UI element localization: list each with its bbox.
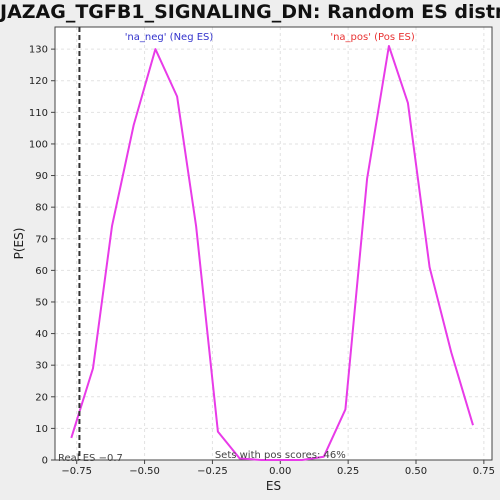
x-axis-title: ES <box>266 479 281 493</box>
x-tick-label: 0.75 <box>473 466 495 477</box>
x-tick-label: −0.50 <box>129 466 160 477</box>
es-distribution-line <box>70 45 474 461</box>
y-tick-label: 130 <box>29 45 48 56</box>
x-tick-label: 0.00 <box>269 466 291 477</box>
neg-es-label: 'na_neg' (Neg ES) <box>125 32 214 43</box>
gridlines <box>55 27 492 460</box>
y-tick-label: 20 <box>35 392 48 403</box>
x-tick-label: 0.25 <box>337 466 359 477</box>
series-layer <box>70 45 474 461</box>
y-tick-label: 10 <box>35 424 48 435</box>
x-tick-label: −0.25 <box>197 466 228 477</box>
y-tick-label: 80 <box>35 203 48 214</box>
y-tick-label: 100 <box>29 139 48 150</box>
y-tick-label: 70 <box>35 234 48 245</box>
y-tick-label: 30 <box>35 361 48 372</box>
y-tick-label: 110 <box>29 108 48 119</box>
pos-es-label: 'na_pos' (Pos ES) <box>330 32 415 43</box>
y-tick-label: 60 <box>35 266 48 277</box>
y-tick-label: 40 <box>35 329 48 340</box>
y-tick-label: 120 <box>29 76 48 87</box>
y-tick-label: 0 <box>42 456 48 467</box>
y-tick-label: 90 <box>35 171 48 182</box>
real-es-label: Real ES −0.7 <box>58 453 123 464</box>
annotations: 'na_neg' (Neg ES) 'na_pos' (Pos ES) Real E… <box>58 27 415 464</box>
x-tick-label: 0.50 <box>405 466 427 477</box>
plot-area <box>55 27 492 460</box>
y-tick-label: 50 <box>35 297 48 308</box>
chart-title: JAZAG_TGFB1_SIGNALING_DN: Random ES dist… <box>0 1 500 23</box>
x-tick-label: −0.75 <box>61 466 92 477</box>
sets-with-pos-scores-label: Sets with pos scores: 46% <box>215 450 346 461</box>
y-axis-title: P(ES) <box>12 228 26 260</box>
